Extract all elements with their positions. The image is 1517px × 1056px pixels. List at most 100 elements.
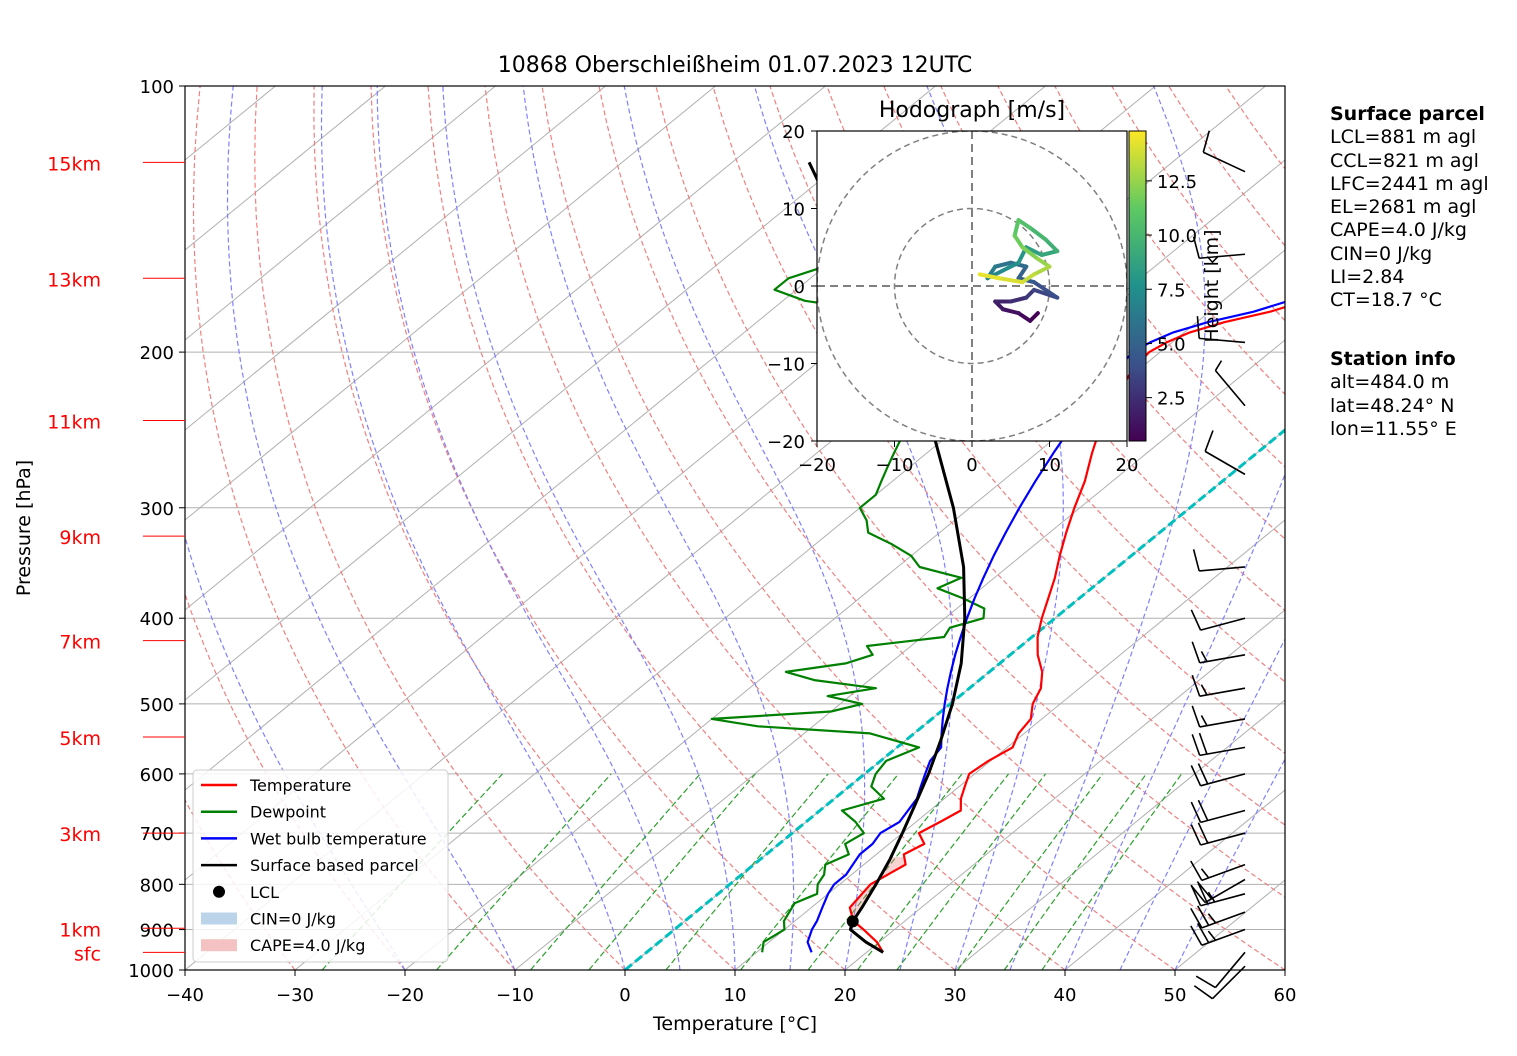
isotherm-line — [185, 86, 826, 611]
hodograph-y-tick-label: −10 — [767, 355, 805, 376]
isotherm-line — [514, 339, 1285, 970]
chart-title: 10868 Oberschleißheim 01.07.2023 12UTC — [498, 53, 973, 78]
barb-staff — [1201, 863, 1246, 882]
station-lat: lat=48.24° N — [1330, 394, 1455, 417]
barb-staff — [1199, 566, 1246, 572]
barb-flag — [1190, 884, 1206, 904]
barb-staff — [1201, 911, 1246, 929]
dry-adiabat — [598, 86, 1285, 970]
height-label: sfc — [74, 943, 101, 965]
barb-staff — [1204, 878, 1246, 904]
wind-barb — [1190, 822, 1246, 846]
barb-staff — [1199, 746, 1246, 757]
hodograph-title: Hodograph [m/s] — [879, 98, 1065, 123]
hodograph-x-tick-label: 0 — [966, 455, 977, 476]
hodograph-segment — [1012, 218, 1021, 238]
barb-flag — [1190, 765, 1202, 787]
hodograph-segment — [977, 272, 1002, 281]
barb-flag — [1197, 883, 1209, 905]
colorbar — [1128, 130, 1147, 442]
surface-parcel-info: Surface parcel LCL=881 m agl CCL=821 m a… — [1330, 103, 1489, 313]
x-tick-label: 40 — [1054, 985, 1077, 1006]
height-label: 5km — [59, 728, 101, 750]
height-label: 1km — [59, 919, 101, 941]
hodograph-y-tick-label: 0 — [794, 277, 805, 298]
barb-flag — [1193, 985, 1213, 1000]
isotherm-line — [624, 429, 1285, 970]
mixing-ratio-line — [436, 773, 612, 970]
hodograph-x-tick-label: 10 — [1038, 455, 1061, 476]
barb-staff — [1200, 893, 1246, 907]
barb-flag — [1207, 913, 1217, 924]
hodograph-segment — [1032, 264, 1052, 277]
hodograph-ring — [893, 207, 1051, 365]
colorbar-ticks: 2.5 5.0 7.5 10.0 12.5 — [1146, 172, 1197, 410]
moist-adiabat — [320, 86, 626, 970]
y-tick-label: 200 — [140, 343, 174, 364]
moist-adiabat — [376, 86, 681, 970]
station-info-header: Station info — [1330, 348, 1456, 370]
barb-staff — [1211, 965, 1246, 1000]
legend-label: CIN=0 J/kg — [250, 910, 336, 929]
legend-label: CAPE=4.0 J/kg — [250, 936, 365, 955]
hodograph-x-tick-label: −20 — [798, 455, 836, 476]
x-tick-label: 50 — [1164, 985, 1187, 1006]
barb-flag — [1190, 908, 1203, 929]
hodograph-trace — [977, 218, 1060, 323]
ccl-line: CCL=821 m agl — [1330, 149, 1479, 172]
barb-flag — [1196, 881, 1213, 900]
hodograph-y-tick-label: −20 — [767, 432, 805, 453]
mixing-ratio-line — [665, 773, 829, 970]
dry-adiabat — [313, 86, 736, 970]
dry-adiabat — [192, 86, 516, 970]
barb-flag — [1197, 822, 1209, 844]
isotherm-line — [734, 519, 1285, 970]
x-tick-label: 20 — [834, 985, 857, 1006]
hodograph-axes: −20 −10 0 10 20 20 10 0 −10 −20 — [767, 122, 1138, 476]
barb-flag — [1191, 674, 1201, 697]
mixing-ratio-line — [321, 773, 503, 970]
dry-adiabat — [370, 86, 846, 970]
barb-flag — [1202, 130, 1211, 153]
barb-flag — [1207, 891, 1216, 903]
wind-barb — [1190, 905, 1246, 929]
barb-staff — [1200, 617, 1246, 631]
barb-staff — [1214, 370, 1246, 407]
wind-barb — [1214, 360, 1246, 407]
barb-staff — [1200, 809, 1246, 824]
barb-flag — [1197, 799, 1209, 821]
surface-parcel-header: Surface parcel — [1330, 103, 1485, 125]
li-line: LI=2.84 — [1330, 266, 1405, 289]
legend-label: Temperature — [249, 776, 351, 795]
x-tick-label: 60 — [1274, 985, 1297, 1006]
x-tick-label: 30 — [944, 985, 967, 1006]
dry-adiabat — [655, 86, 1285, 899]
mixing-ratio-line — [588, 773, 756, 970]
height-label: 3km — [59, 824, 101, 846]
colorbar-tick-label: 5.0 — [1157, 334, 1186, 355]
isotherm-line — [1064, 789, 1285, 970]
barb-flag — [1190, 609, 1202, 631]
barb-staff — [1200, 773, 1246, 787]
barb-flag — [1190, 824, 1202, 846]
barb-staff — [1199, 253, 1246, 260]
legend-label: Dewpoint — [250, 803, 326, 822]
hodograph-segment — [1024, 245, 1044, 257]
x-tick-label: −20 — [386, 985, 424, 1006]
hodograph: Hodograph [m/s] −20 −10 0 10 20 20 10 0 −10 −20 2… — [767, 98, 1223, 476]
temperature-line — [848, 305, 1285, 953]
lcl-point — [846, 915, 859, 928]
isotherm-line — [954, 699, 1285, 970]
barb-flag — [1200, 684, 1208, 696]
legend-label: Wet bulb temperature — [250, 829, 427, 848]
barb-staff — [1202, 151, 1246, 173]
axes: −40 −30 −20 −10 0 10 20 30 40 50 60100090080070060… — [128, 77, 1296, 1006]
barb-flag — [1191, 641, 1201, 664]
isotherm-line — [185, 86, 386, 251]
barb-flag — [1214, 360, 1223, 371]
wind-barb — [1192, 236, 1246, 260]
wind-barb — [1191, 641, 1246, 664]
y-tick-label: 300 — [140, 499, 174, 520]
barb-flag — [1196, 316, 1200, 339]
